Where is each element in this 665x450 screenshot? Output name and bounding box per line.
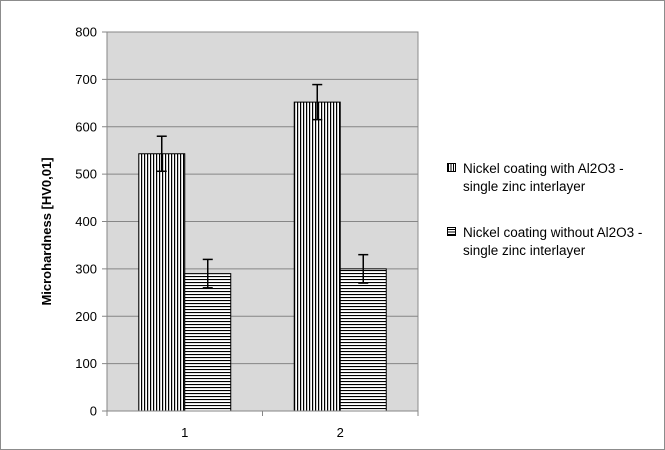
y-axis-title: Microhardness [HV0,01] — [39, 157, 54, 305]
legend: Nickel coating with Al2O3 - single zinc … — [447, 160, 657, 260]
y-tick-label: 200 — [75, 309, 97, 324]
y-tick-label: 100 — [75, 356, 97, 371]
tick-labels: 0 100 200 300 400 500 600 700 800 1 2 — [75, 25, 344, 441]
legend-entry-without-al2o3: Nickel coating without Al2O3 - single zi… — [447, 224, 657, 260]
y-tick-label: 600 — [75, 119, 97, 134]
legend-swatch-horizontal-lines — [447, 227, 456, 236]
axes — [102, 31, 419, 416]
x-tick-label: 2 — [337, 425, 344, 440]
legend-swatch-vertical-lines — [447, 163, 456, 172]
y-tick-label: 300 — [75, 261, 97, 276]
y-tick-label: 0 — [90, 404, 97, 419]
bar — [138, 153, 186, 412]
y-tick-label: 700 — [75, 72, 97, 87]
bar — [339, 268, 387, 412]
y-tick-label: 800 — [75, 25, 97, 40]
legend-label-without-al2o3: Nickel coating without Al2O3 - single zi… — [463, 225, 643, 258]
bars — [138, 83, 387, 412]
legend-label-with-al2o3: Nickel coating with Al2O3 - single zinc … — [463, 161, 624, 194]
legend-entry-with-al2o3: Nickel coating with Al2O3 - single zinc … — [447, 160, 657, 196]
bar — [184, 273, 232, 412]
y-tick-label: 500 — [75, 167, 97, 182]
y-tick-label: 400 — [75, 214, 97, 229]
x-tick-label: 1 — [181, 425, 188, 440]
bar — [293, 101, 341, 412]
